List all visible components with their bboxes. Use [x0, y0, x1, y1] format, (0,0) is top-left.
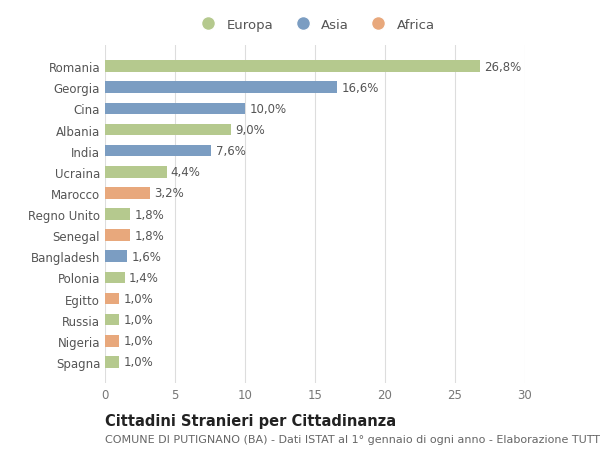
Bar [105, 61, 480, 73]
Bar [105, 188, 150, 199]
Bar [105, 209, 130, 220]
Bar [105, 230, 130, 241]
Bar [105, 124, 231, 136]
Bar [105, 272, 125, 284]
Text: 26,8%: 26,8% [484, 61, 521, 73]
Text: 1,8%: 1,8% [134, 208, 164, 221]
Text: 10,0%: 10,0% [249, 103, 286, 116]
Text: 1,8%: 1,8% [134, 229, 164, 242]
Bar [105, 167, 167, 178]
Text: 1,0%: 1,0% [123, 356, 153, 369]
Text: 3,2%: 3,2% [154, 187, 184, 200]
Text: 1,6%: 1,6% [131, 250, 161, 263]
Bar [105, 103, 245, 115]
Text: Cittadini Stranieri per Cittadinanza: Cittadini Stranieri per Cittadinanza [105, 413, 396, 428]
Text: 1,0%: 1,0% [123, 292, 153, 305]
Bar [105, 251, 127, 263]
Bar [105, 356, 119, 368]
Text: 4,4%: 4,4% [171, 166, 200, 179]
Text: 16,6%: 16,6% [341, 82, 379, 95]
Legend: Europa, Asia, Africa: Europa, Asia, Africa [195, 19, 435, 32]
Bar [105, 314, 119, 326]
Text: 9,0%: 9,0% [235, 124, 265, 137]
Bar [105, 82, 337, 94]
Text: COMUNE DI PUTIGNANO (BA) - Dati ISTAT al 1° gennaio di ogni anno - Elaborazione : COMUNE DI PUTIGNANO (BA) - Dati ISTAT al… [105, 434, 600, 444]
Bar [105, 293, 119, 305]
Text: 7,6%: 7,6% [215, 145, 245, 158]
Bar [105, 146, 211, 157]
Text: 1,4%: 1,4% [129, 271, 158, 284]
Bar [105, 335, 119, 347]
Text: 1,0%: 1,0% [123, 335, 153, 347]
Text: 1,0%: 1,0% [123, 313, 153, 326]
